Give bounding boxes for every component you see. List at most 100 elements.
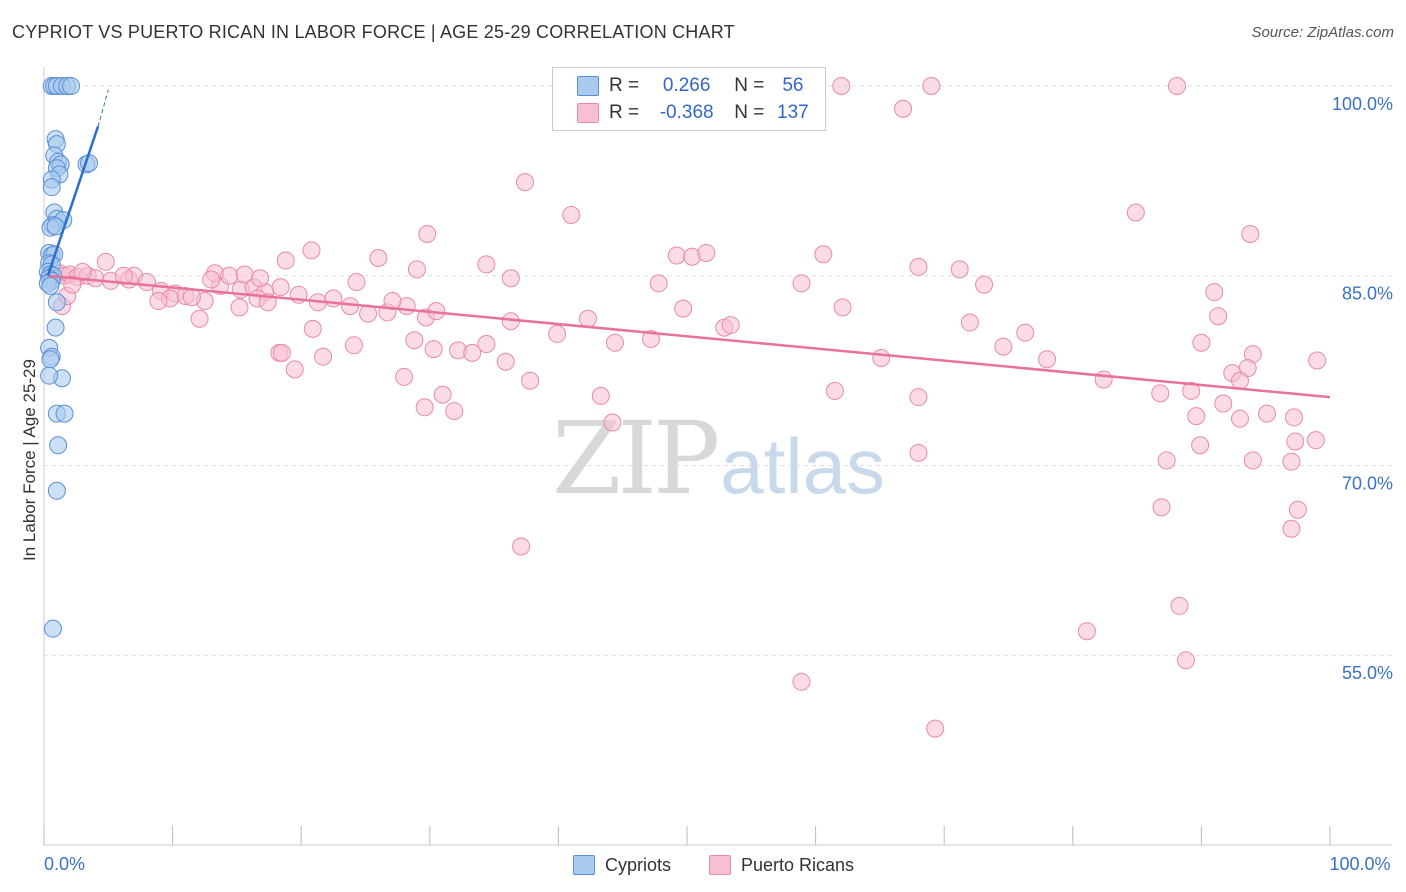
puerto-rican-point xyxy=(814,245,833,264)
puerto-rican-point xyxy=(477,335,496,354)
y-tick-label: 70.0% xyxy=(1342,473,1393,493)
puerto-rican-point xyxy=(302,241,321,260)
puerto-rican-point xyxy=(1284,408,1303,427)
legend-r-value: 0.266 xyxy=(662,75,711,96)
puerto-rican-point xyxy=(1243,451,1262,470)
puerto-rican-point xyxy=(276,251,295,270)
puerto-rican-point xyxy=(926,719,945,738)
puerto-rican-point xyxy=(697,243,716,262)
puerto-rican-point xyxy=(369,249,388,268)
legend-r-value: -0.368 xyxy=(659,102,714,123)
puerto-rican-point xyxy=(149,292,168,311)
puerto-rican-point xyxy=(1077,622,1096,641)
puerto-rican-point xyxy=(496,352,515,371)
puerto-rican-point xyxy=(975,275,994,294)
legend-n-value: 137 xyxy=(777,102,809,123)
puerto-rican-point xyxy=(1126,203,1145,222)
puerto-rican-point xyxy=(1308,351,1327,370)
puerto-rican-point xyxy=(792,672,811,691)
puerto-rican-point xyxy=(477,255,496,274)
cypriots-swatch xyxy=(577,76,599,96)
cypriot-point xyxy=(62,76,81,95)
puerto-rican-point xyxy=(1182,381,1201,400)
puerto-rican-point xyxy=(235,265,254,284)
puerto-rican-point xyxy=(1151,384,1170,403)
correlation-legend: R = 0.266 N = 56 R = -0.368 N = 137 xyxy=(552,67,826,131)
puerto-rican-point xyxy=(605,333,624,352)
puerto-rican-point xyxy=(182,288,201,307)
puerto-rican-point xyxy=(405,331,424,350)
puerto-rican-point xyxy=(1209,307,1228,326)
puerto-rican-point xyxy=(1288,500,1307,519)
puerto-rican-point xyxy=(960,313,979,332)
cypriot-point xyxy=(47,481,66,500)
puerto-rican-point xyxy=(418,224,437,243)
puerto-ricans-legend-swatch xyxy=(709,855,731,875)
puerto-rican-point xyxy=(1038,350,1057,369)
watermark-zip: ZIP xyxy=(552,400,720,517)
puerto-rican-point xyxy=(825,381,844,400)
puerto-rican-point xyxy=(792,274,811,293)
puerto-rican-point xyxy=(1187,407,1206,426)
puerto-rican-point xyxy=(894,99,913,118)
puerto-rican-point xyxy=(994,337,1013,356)
puerto-rican-point xyxy=(424,340,443,359)
puerto-rican-point xyxy=(1257,404,1276,423)
puerto-rican-point xyxy=(950,260,969,279)
cypriot-trend-line xyxy=(46,126,100,277)
puerto-rican-point xyxy=(1152,498,1171,517)
legend-n-label: N = xyxy=(734,75,765,96)
puerto-rican-point xyxy=(230,298,249,317)
puerto-rican-point xyxy=(1176,651,1195,670)
puerto-rican-point xyxy=(1167,76,1186,95)
cypriot-point xyxy=(41,276,60,295)
cypriot-point xyxy=(40,366,59,385)
puerto-rican-point xyxy=(909,388,928,407)
cypriot-point xyxy=(42,178,61,197)
puerto-rican-point xyxy=(721,316,740,335)
puerto-rican-point xyxy=(1286,432,1305,451)
legend-n-label: N = xyxy=(734,102,765,123)
puerto-rican-point xyxy=(641,329,660,348)
puerto-rican-point xyxy=(1230,371,1249,390)
puerto-rican-point xyxy=(433,385,452,404)
y-tick-label: 100.0% xyxy=(1332,94,1393,114)
puerto-rican-point xyxy=(1170,596,1189,615)
puerto-rican-point xyxy=(832,76,851,95)
puerto-rican-point xyxy=(114,266,133,285)
puerto-rican-point xyxy=(347,273,366,292)
puerto-rican-point xyxy=(1191,436,1210,455)
puerto-rican-point xyxy=(578,309,597,328)
puerto-rican-point xyxy=(272,343,291,362)
source-credit: Source: ZipAtlas.com xyxy=(1251,24,1394,41)
legend-r-label: R = xyxy=(609,75,640,96)
puerto-rican-point xyxy=(96,252,115,271)
legend-row-cypriots: R = 0.266 N = 56 xyxy=(577,74,811,98)
puerto-ricans-legend-label: Puerto Ricans xyxy=(741,854,855,875)
puerto-rican-point xyxy=(220,266,239,285)
puerto-rican-point xyxy=(521,371,540,390)
puerto-rican-point xyxy=(1230,409,1249,428)
puerto-rican-point xyxy=(1214,394,1233,413)
puerto-rican-point xyxy=(1282,452,1301,471)
puerto-rican-point xyxy=(603,413,622,432)
puerto-rican-point xyxy=(591,386,610,405)
cypriots-legend-swatch xyxy=(573,855,595,875)
cypriot-trend-extension xyxy=(97,89,109,127)
cypriots-legend-label: Cypriots xyxy=(605,854,672,875)
puerto-rican-point xyxy=(463,343,482,362)
puerto-rican-point xyxy=(501,269,520,288)
cypriot-point xyxy=(46,318,65,337)
x-tick-label: 0.0% xyxy=(44,854,85,874)
puerto-rican-point xyxy=(445,402,464,421)
watermark: ZIPatlas xyxy=(552,400,885,517)
chart-title: CYPRIOT VS PUERTO RICAN IN LABOR FORCE |… xyxy=(12,22,735,42)
cypriot-point xyxy=(55,404,74,423)
puerto-rican-point xyxy=(909,443,928,462)
puerto-rican-point xyxy=(1094,370,1113,389)
puerto-rican-point xyxy=(1282,519,1301,538)
puerto-rican-point xyxy=(872,348,891,367)
puerto-rican-point xyxy=(251,269,270,288)
puerto-rican-point xyxy=(344,336,363,355)
